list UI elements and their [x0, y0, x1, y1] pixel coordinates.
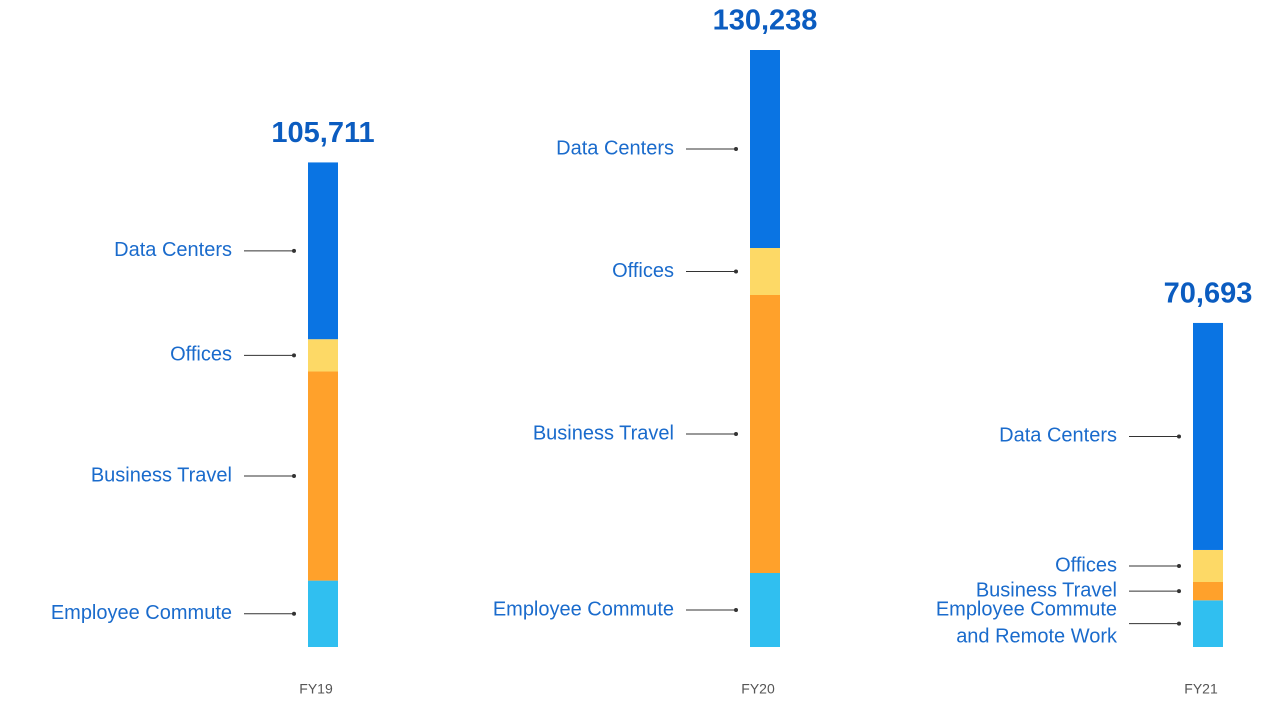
leader-dot	[734, 147, 738, 152]
segment-label: Offices	[1055, 554, 1117, 576]
leader-dot	[1177, 589, 1181, 594]
leader-dot	[292, 474, 296, 479]
segment-label: Employee Commute	[936, 598, 1117, 620]
bar-segment	[1193, 582, 1223, 601]
segment-label: Business Travel	[533, 422, 674, 444]
leader-dot	[292, 248, 296, 253]
bar-segment	[1193, 549, 1223, 583]
segment-label: Business Travel	[976, 579, 1117, 601]
leader-dot	[1177, 621, 1181, 626]
segment-label: Offices	[612, 260, 674, 282]
segment-label: Data Centers	[114, 239, 232, 261]
leader-dot	[734, 608, 738, 613]
segment-label: Data Centers	[556, 137, 674, 159]
bar-segment	[308, 371, 338, 581]
leader-dot	[734, 269, 738, 274]
bar-segment	[1193, 322, 1223, 550]
category-label: FY21	[1184, 681, 1218, 697]
category-label: FY20	[741, 681, 775, 697]
leader-dot	[292, 353, 296, 358]
bar-segment	[750, 50, 780, 249]
segment-label: Business Travel	[91, 464, 232, 486]
total-label: 130,238	[713, 5, 818, 37]
leader-dot	[1177, 563, 1181, 568]
bar-segment	[308, 162, 338, 340]
bar-segment	[750, 295, 780, 574]
total-label: 70,693	[1164, 278, 1253, 310]
bar-segment	[308, 580, 338, 647]
bar-segment	[1193, 600, 1223, 647]
segment-label: Offices	[170, 344, 232, 366]
segment-label: Employee Commute	[493, 598, 674, 620]
segment-label: Employee Commute	[51, 602, 232, 624]
segment-label: Data Centers	[999, 425, 1117, 447]
segment-label: and Remote Work	[956, 625, 1118, 647]
bar-segment	[750, 248, 780, 296]
leader-dot	[1177, 434, 1181, 439]
leader-dot	[292, 611, 296, 616]
leader-dot	[734, 432, 738, 437]
bar-segment	[750, 573, 780, 647]
bar-segment	[308, 339, 338, 372]
category-label: FY19	[299, 681, 333, 697]
total-label: 105,711	[271, 117, 374, 149]
